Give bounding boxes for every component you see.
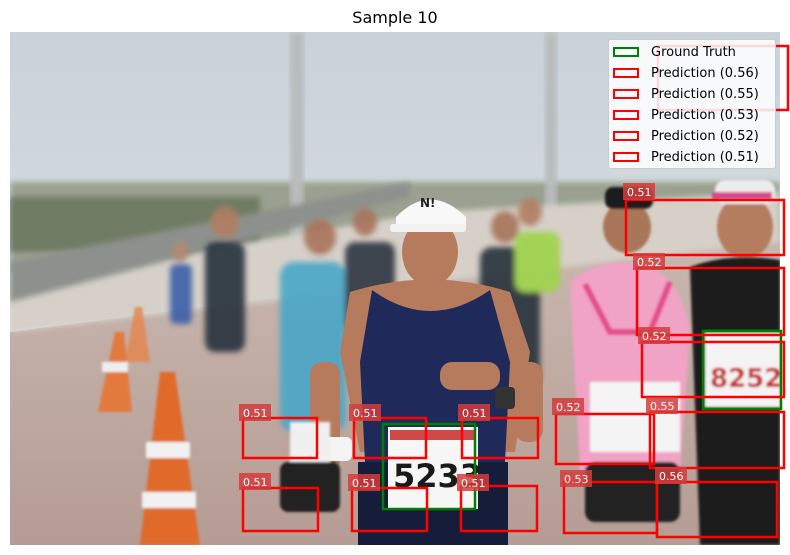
legend-item-prediction: Prediction (0.56)	[613, 64, 759, 82]
pred-score-label: 0.51	[627, 186, 652, 199]
pred-score-label: 0.51	[461, 477, 486, 490]
pred-box	[352, 416, 428, 460]
legend-swatch-red	[613, 110, 639, 120]
legend-label: Prediction (0.52)	[651, 128, 759, 144]
legend-label: Prediction (0.56)	[651, 65, 759, 81]
pred-box	[640, 340, 786, 399]
pred-box	[241, 486, 320, 533]
legend-swatch-green	[613, 47, 639, 57]
pred-box	[635, 266, 786, 337]
legend-label: Prediction (0.51)	[651, 149, 759, 165]
pred-score-label: 0.51	[243, 476, 268, 489]
pred-score-label: 0.51	[353, 407, 378, 420]
pred-box	[562, 480, 659, 535]
pred-score-label: 0.51	[243, 407, 268, 420]
gt-box-5233	[381, 422, 477, 511]
pred-score-label: 0.51	[462, 407, 487, 420]
gt-box-8252	[701, 329, 783, 411]
figure-title: Sample 10	[352, 8, 438, 27]
pred-box	[350, 486, 429, 533]
runners-photo: 8252 N! 5233	[10, 32, 780, 545]
legend-item-prediction: Prediction (0.53)	[613, 106, 759, 124]
pred-box	[459, 484, 539, 533]
pred-box	[460, 416, 540, 460]
pred-box	[648, 410, 786, 470]
pred-box	[624, 198, 786, 257]
pred-score-label: 0.55	[650, 400, 675, 413]
legend-item-ground-truth: Ground Truth	[613, 43, 736, 61]
pred-score-label: 0.51	[352, 477, 377, 490]
legend-swatch-red	[613, 152, 639, 162]
pred-box	[554, 412, 656, 466]
pred-score-label: 0.52	[556, 401, 581, 414]
legend-item-prediction: Prediction (0.51)	[613, 148, 759, 166]
legend: Ground Truth Prediction (0.56) Predictio…	[608, 39, 776, 169]
pred-box	[655, 480, 779, 539]
pred-score-label: 0.52	[637, 256, 662, 269]
pred-score-label: 0.52	[642, 330, 667, 343]
svg-text:N!: N!	[420, 196, 436, 210]
legend-label: Ground Truth	[651, 44, 736, 60]
legend-swatch-red	[613, 89, 639, 99]
pred-box	[241, 416, 319, 460]
pred-score-label: 0.53	[564, 473, 589, 486]
legend-item-prediction: Prediction (0.55)	[613, 85, 759, 103]
legend-label: Prediction (0.55)	[651, 86, 759, 102]
legend-label: Prediction (0.53)	[651, 107, 759, 123]
photo-frame: 8252 N! 5233	[10, 32, 780, 545]
legend-swatch-red	[613, 68, 639, 78]
pred-score-label: 0.56	[659, 470, 684, 483]
svg-text:8252: 8252	[710, 364, 780, 394]
legend-item-prediction: Prediction (0.52)	[613, 127, 759, 145]
legend-swatch-red	[613, 131, 639, 141]
